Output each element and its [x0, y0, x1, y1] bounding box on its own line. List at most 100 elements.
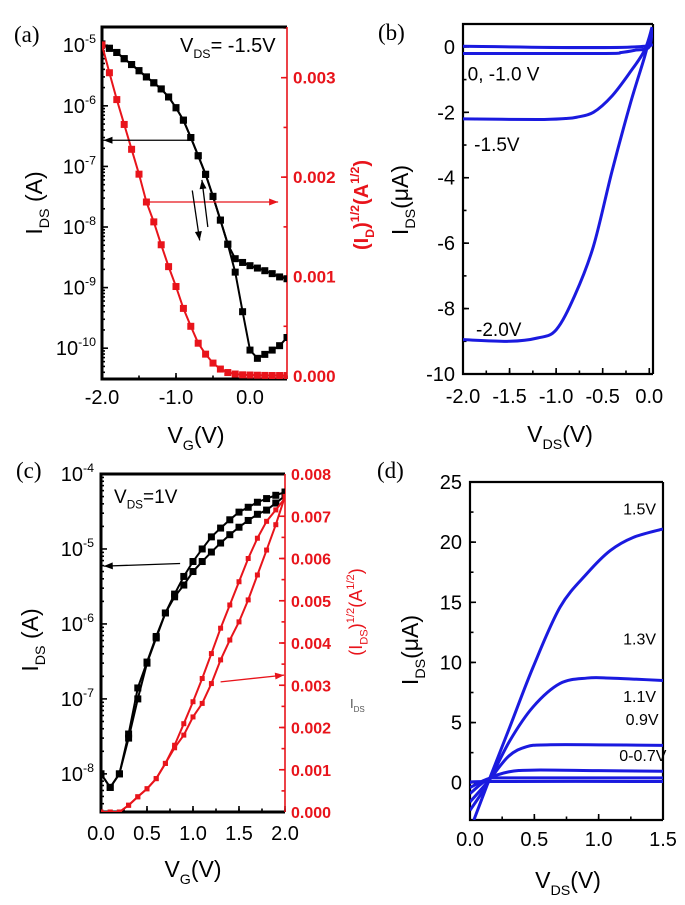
series-line [102, 44, 287, 377]
data-point [209, 359, 217, 367]
panel-b: (b) -2.0 -1.5 -1.0 -0.5 0.0 -10 -8 -6 -4 -2 0 0, -1.… [378, 20, 663, 453]
data-point [263, 506, 271, 514]
series-line [101, 496, 285, 812]
y-tick-label: -10 [426, 364, 455, 386]
text-segment: 1/2 [348, 167, 362, 184]
series-curve [463, 27, 653, 56]
data-point [253, 498, 261, 506]
data-point [120, 55, 128, 63]
data-point [157, 85, 165, 93]
text-segment: 10 [63, 217, 85, 239]
panel-label: (b) [378, 20, 405, 45]
data-point [231, 370, 239, 378]
data-point [172, 745, 178, 751]
text-segment: = -1.5V [211, 35, 277, 57]
text-segment: (A) [21, 171, 47, 208]
data-point [181, 721, 187, 727]
text-segment: 10 [63, 156, 85, 178]
condition-annotation: VDS=1V [114, 487, 178, 512]
text-segment: I [17, 665, 43, 671]
y-axis-label: IDS (A) [21, 171, 53, 234]
curve-label: 1.3V [623, 631, 656, 648]
data-point [194, 339, 202, 347]
data-point [283, 334, 287, 342]
data-point [283, 275, 287, 283]
data-point [253, 354, 261, 362]
text-segment: V [164, 856, 180, 882]
text-segment: 15 [440, 592, 462, 614]
text-segment: DS [413, 659, 429, 679]
data-point [113, 48, 121, 56]
data-point [157, 241, 165, 249]
y-tick-label: 10-6 [63, 93, 96, 118]
curve-label: 1.5V [623, 501, 656, 518]
data-point [273, 507, 279, 513]
panel-a: (a)-2.0 -1.0 0.010-1010-910-810-710-610-50… [14, 22, 377, 454]
y-right-tick-label: 0.001 [293, 268, 336, 287]
data-point [187, 134, 195, 142]
text-segment: ) [346, 568, 366, 574]
data-point [244, 516, 252, 524]
text-segment: DS [354, 705, 365, 714]
panel-label: (a) [14, 22, 40, 47]
y-tick-label: 20 [440, 532, 462, 554]
text-segment: -6 [85, 93, 96, 107]
data-point [190, 699, 196, 705]
data-point [239, 258, 247, 266]
text-segment: 10 [440, 652, 462, 674]
data-point [102, 41, 106, 49]
y-tick-label: 10-5 [61, 536, 94, 561]
arrow-head [274, 672, 285, 680]
text-segment: (V) [194, 422, 225, 448]
text-segment: 1/2 [348, 205, 362, 222]
panel-label: (c) [16, 458, 42, 483]
arrow-line [103, 562, 181, 567]
text-segment: V [527, 421, 543, 447]
x-tick-label: -0.5 [585, 386, 619, 408]
data-point [246, 371, 254, 379]
condition-annotation: VDS= -1.5V [180, 35, 276, 61]
text-segment: I [397, 679, 423, 685]
text-segment: G [183, 438, 194, 454]
text-segment: (μA) [397, 615, 423, 659]
text-segment: -9 [85, 275, 96, 289]
text-segment: 10 [63, 96, 85, 118]
data-point [239, 371, 247, 379]
data-point [161, 609, 169, 617]
data-point [202, 170, 210, 178]
text-segment: 10 [56, 338, 78, 360]
x-axis-label: VG(V) [167, 422, 224, 454]
text-segment: 10 [61, 539, 83, 561]
data-point [217, 539, 225, 547]
data-point [190, 714, 196, 720]
y-axis-label: IDS(μA) [397, 615, 429, 685]
data-point [199, 675, 205, 681]
data-point [268, 372, 276, 379]
text-segment: -2 [437, 102, 455, 124]
text-segment: -6 [83, 611, 94, 625]
text-segment: G [180, 872, 191, 888]
curve-label: -2.0V [476, 320, 522, 341]
y-right-tick-label: 0.002 [293, 168, 336, 187]
data-point [224, 369, 232, 377]
x-tick-label: 1.5 [649, 829, 677, 851]
y-right-tick-label: 0.006 [291, 552, 331, 569]
data-point [116, 809, 122, 812]
y-right-tick-label: 0.003 [291, 678, 331, 695]
y-right-tick-label: 0.007 [291, 509, 331, 526]
data-point [179, 304, 187, 312]
text-segment: 5 [451, 713, 462, 735]
x-tick-label: 1.5 [225, 823, 253, 845]
text-segment: -6 [437, 233, 455, 255]
data-point [101, 770, 105, 778]
y-right-axis-label: (ID)1/2(A1/2) [348, 160, 377, 250]
text-segment: 10 [61, 614, 83, 636]
y-tick-label: 10-10 [56, 335, 96, 360]
x-axis-label: VDS(V) [527, 421, 593, 453]
y-tick-label: 0 [451, 773, 462, 795]
plot-area [463, 25, 653, 343]
y-tick-label: -6 [437, 233, 455, 255]
data-point [218, 625, 224, 631]
data-point [236, 619, 242, 625]
text-segment: 10 [61, 464, 83, 486]
